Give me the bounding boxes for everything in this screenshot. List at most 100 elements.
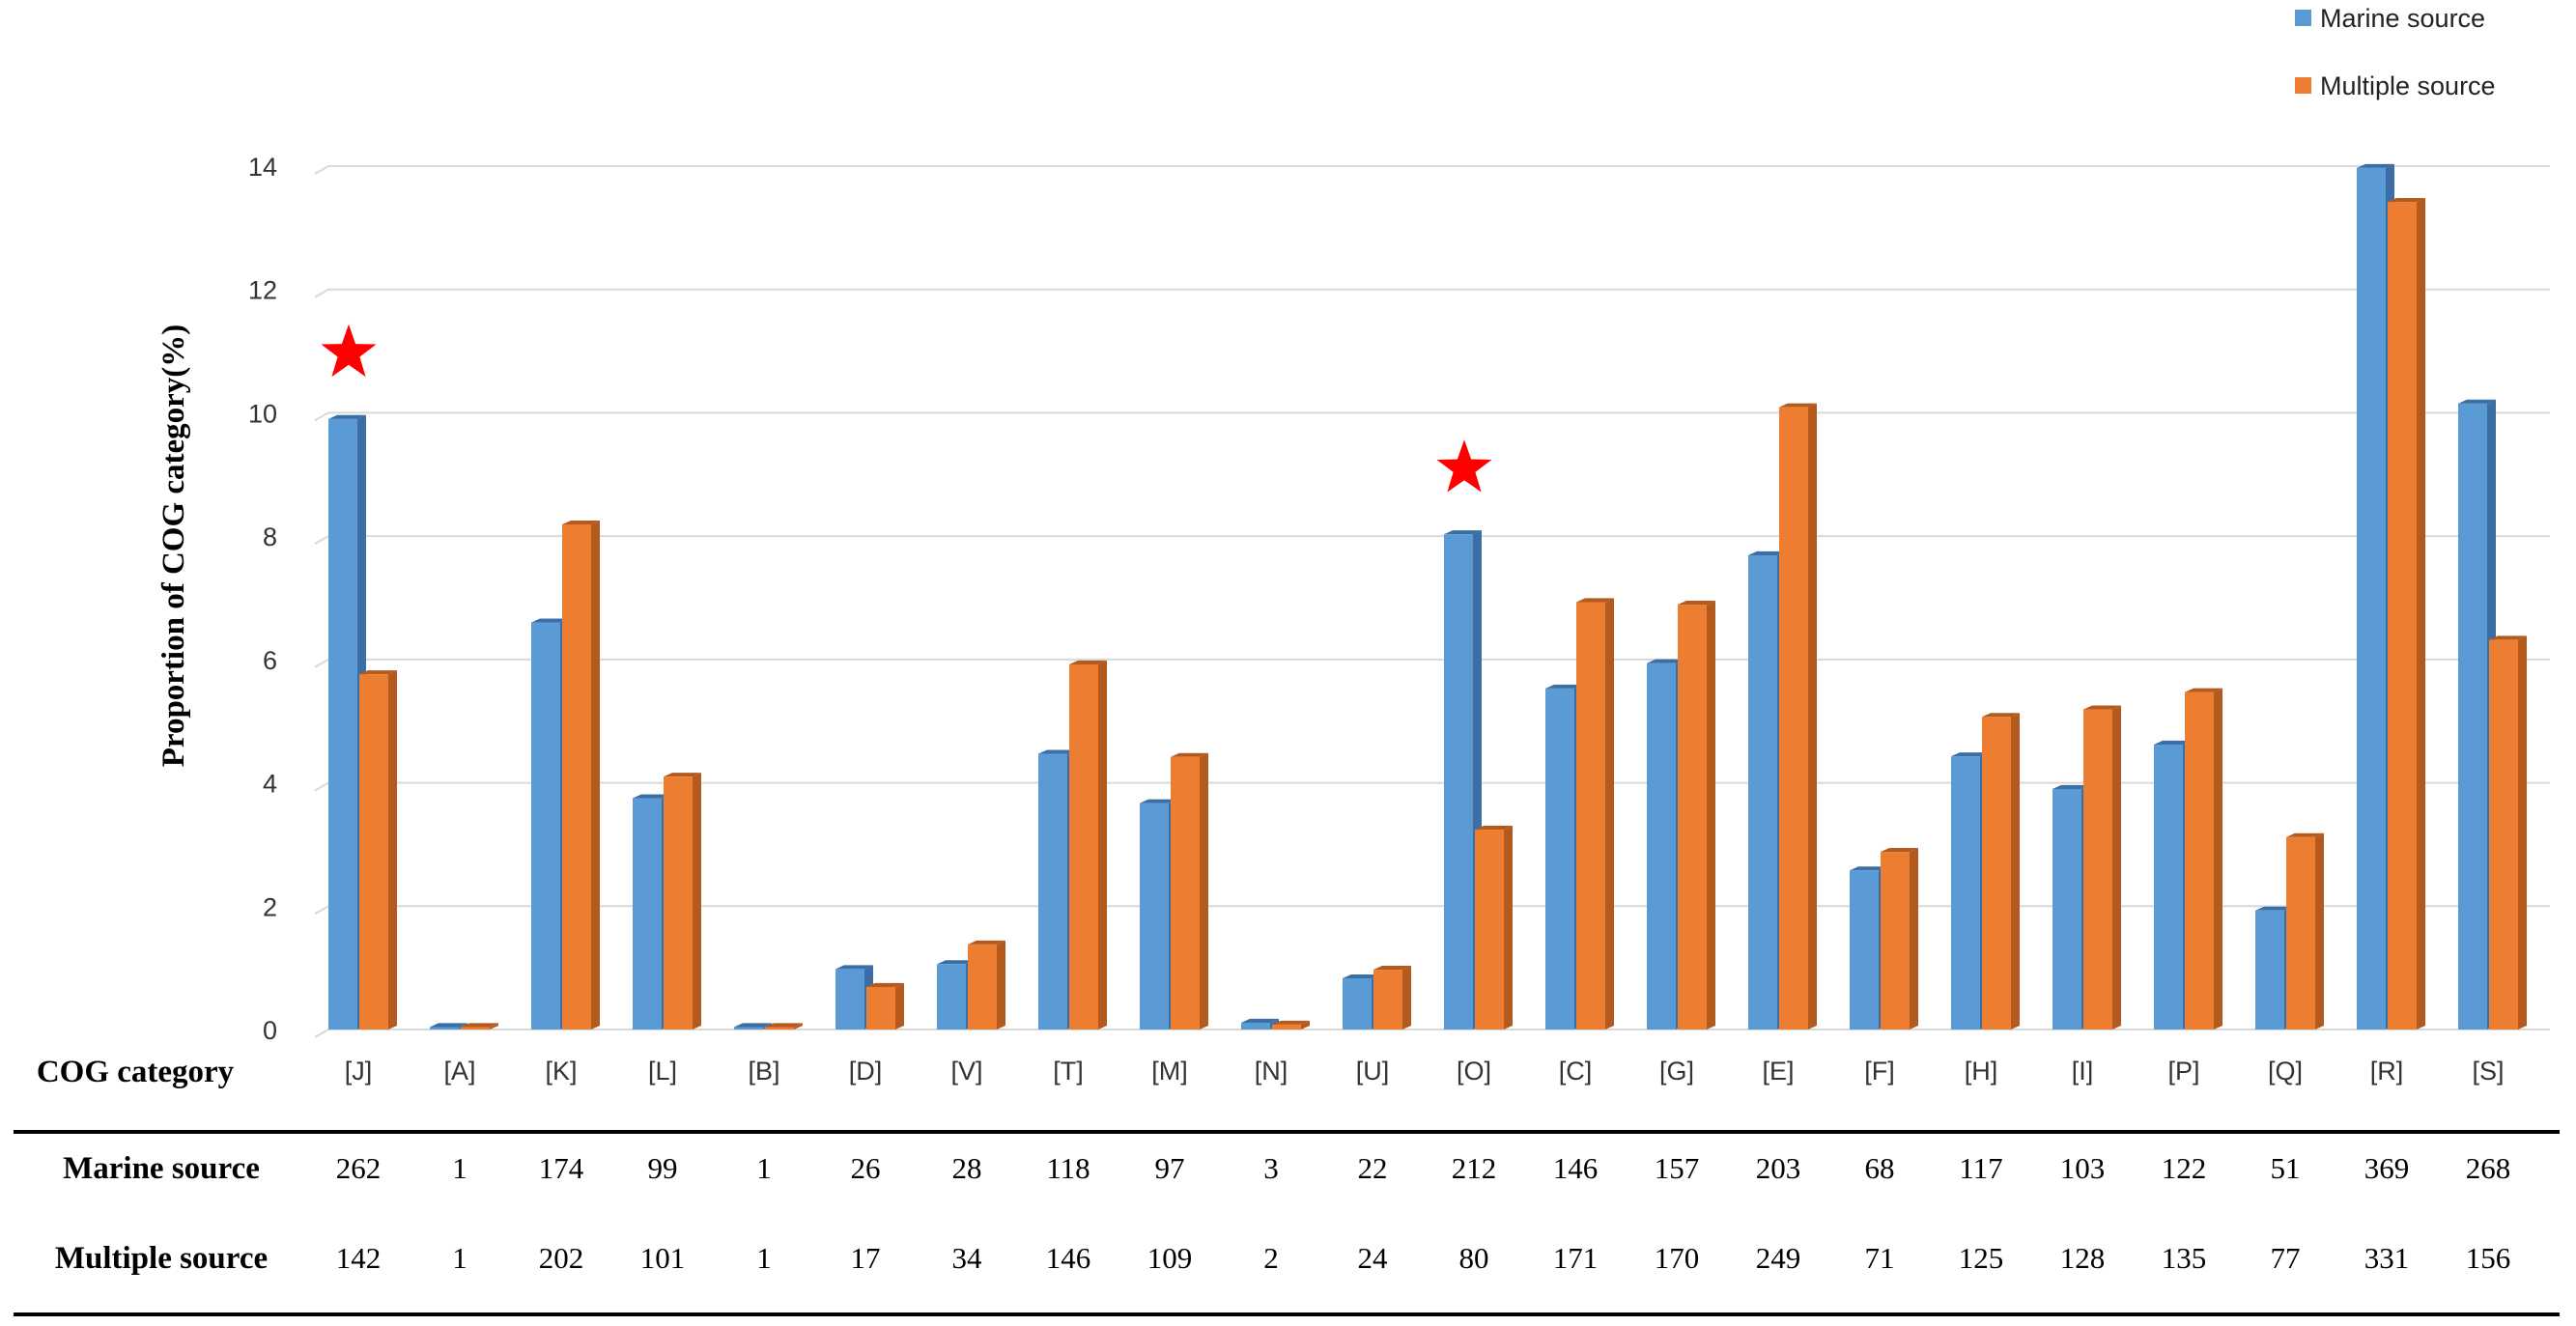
category-label: [U] (1356, 1057, 1390, 1086)
star-icon (1436, 439, 1492, 493)
y-tick-label: 2 (263, 892, 277, 921)
bar-top (2154, 740, 2192, 745)
legend: Marine source Multiple source (2295, 4, 2496, 100)
table-cell: 331 (2364, 1241, 2410, 1275)
bar-multiple-M (1171, 752, 1208, 1030)
category-label: [L] (648, 1057, 677, 1086)
bar-multiple-I (2083, 705, 2121, 1030)
bar-front (1850, 870, 1879, 1030)
table-cell: 171 (1553, 1241, 1599, 1275)
bar-front (866, 986, 895, 1030)
category-label: [C] (1559, 1057, 1593, 1086)
bar-multiple-A (461, 1023, 498, 1030)
bar-side (794, 1023, 803, 1030)
bar-top (734, 1023, 772, 1028)
bar-top (1545, 684, 1583, 689)
bar-top (2255, 906, 2293, 911)
gridline-tick (314, 1029, 329, 1038)
bar-front (1272, 1024, 1301, 1030)
bar-front (1951, 756, 1980, 1030)
bar-top (359, 670, 397, 675)
table-cell: 170 (1655, 1241, 1700, 1275)
bar-top (937, 960, 975, 965)
table-cell: 203 (1756, 1151, 1801, 1185)
bar-front (2458, 403, 2487, 1030)
gridline-tick (314, 658, 329, 668)
bar-multiple-F (1881, 848, 1918, 1030)
table-cell: 1 (452, 1241, 467, 1275)
bar-multiple-E (1779, 403, 1817, 1030)
bar-top (562, 520, 600, 525)
bar-front (2083, 709, 2112, 1030)
category-label: [T] (1053, 1057, 1084, 1086)
y-tick-label: 12 (248, 276, 277, 305)
table-cell: 22 (1358, 1151, 1388, 1185)
gridline-tick (314, 411, 329, 422)
bar-front (937, 964, 966, 1030)
bar-top (2458, 399, 2496, 404)
bar-side (388, 670, 397, 1030)
bar-multiple-V (968, 940, 1005, 1030)
bar-multiple-J (359, 670, 397, 1030)
bar-front (2185, 691, 2214, 1030)
category-label: [K] (545, 1057, 577, 1086)
bar-top (1038, 749, 1076, 754)
bar-front (1748, 554, 1777, 1030)
bar-top (1951, 752, 1989, 757)
bar-front (461, 1027, 490, 1030)
bar-front (1545, 688, 1574, 1030)
bar-front (1241, 1022, 1270, 1030)
bar-side (2214, 688, 2222, 1030)
table-cell: 212 (1452, 1151, 1497, 1185)
bar-front (2388, 202, 2417, 1030)
bar-multiple-U (1373, 966, 1411, 1030)
bar-front (1444, 534, 1473, 1030)
table-cell: 146 (1553, 1151, 1599, 1185)
bar-top (2083, 705, 2121, 710)
bar-top (1343, 973, 1380, 978)
category-label: [H] (1965, 1057, 1998, 1086)
table-cell: 268 (2466, 1151, 2511, 1185)
table-cell: 28 (952, 1151, 982, 1185)
table-row-label: Multiple source (55, 1241, 268, 1276)
y-tick-label: 6 (263, 646, 277, 675)
bar-multiple-B (765, 1023, 803, 1030)
table-cell: 118 (1046, 1151, 1090, 1185)
table-cell: 71 (1865, 1241, 1895, 1275)
bar-multiple-D (866, 982, 904, 1030)
category-label: [E] (1762, 1057, 1794, 1086)
bar-top (531, 618, 569, 623)
count-table: Marine source 262 1 174 99 1 26 28 118 97 3 22 212 14… (55, 1151, 2510, 1276)
bar-multiple-S (2489, 635, 2527, 1030)
category-label: [J] (345, 1057, 373, 1086)
table-row-label: Marine source (63, 1151, 260, 1186)
table-cell: 369 (2364, 1151, 2410, 1185)
bar-side (1098, 660, 1107, 1030)
bar-top (1881, 848, 1918, 853)
bar-side (2011, 713, 2020, 1030)
bar-multiple-N (1272, 1020, 1310, 1030)
bar-front (765, 1027, 794, 1030)
bar-top (1647, 659, 1684, 663)
bar-multiple-G (1678, 600, 1715, 1030)
table-cell: 142 (336, 1241, 382, 1275)
bar-top (1850, 866, 1887, 871)
bar-front (562, 524, 591, 1030)
bar-multiple-L (664, 773, 701, 1030)
y-tick-label: 8 (263, 522, 277, 551)
bar-side (591, 520, 600, 1030)
bar-top (968, 940, 1005, 945)
table-cell: 26 (851, 1151, 881, 1185)
bar-front (633, 798, 662, 1030)
gridline-tick (314, 905, 329, 916)
bar-top (328, 414, 366, 419)
category-label: [P] (2167, 1057, 2199, 1086)
bar-top (1272, 1020, 1310, 1025)
bar-front (2357, 167, 2386, 1030)
table-cell: 51 (2271, 1151, 2301, 1185)
bar-top (664, 773, 701, 777)
table-cell: 122 (2162, 1151, 2207, 1185)
bar-multiple-Q (2286, 832, 2324, 1030)
y-tick-label: 0 (263, 1016, 277, 1045)
table-cell: 262 (336, 1151, 382, 1185)
